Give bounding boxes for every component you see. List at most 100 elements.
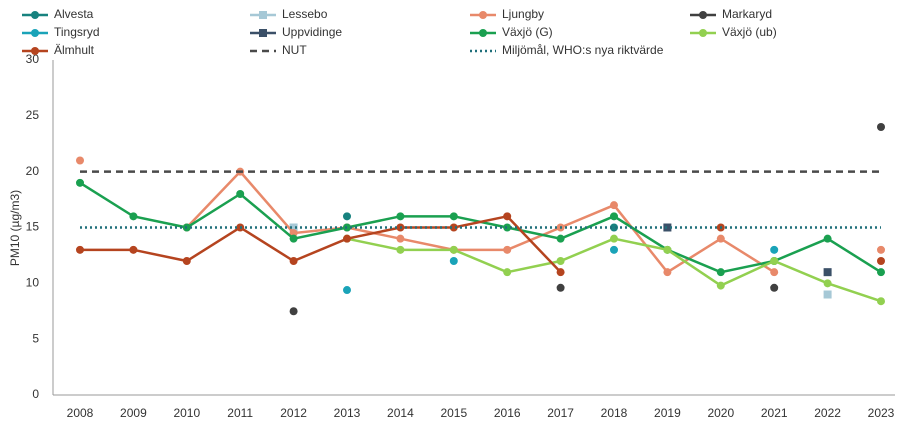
legend-marker (479, 11, 487, 19)
data-point (556, 234, 565, 243)
legend-marker (31, 47, 39, 55)
data-point (877, 297, 885, 306)
data-point (236, 190, 245, 198)
data-point (610, 201, 618, 210)
x-tick-label: 2012 (280, 406, 307, 420)
y-tick-label: 25 (26, 108, 40, 122)
data-point (610, 245, 618, 254)
data-point (182, 257, 191, 265)
data-point (449, 245, 458, 254)
data-point (823, 268, 832, 277)
data-point (449, 223, 458, 232)
data-point (823, 290, 832, 299)
data-point (396, 245, 405, 254)
data-point (503, 223, 512, 232)
data-point (770, 257, 779, 265)
x-tick-label: 2015 (440, 406, 467, 420)
data-point (129, 245, 138, 254)
y-axis-label: PM10 (µg/m3) (8, 190, 22, 266)
legend-label: Ljungby (502, 7, 544, 21)
data-point (716, 234, 725, 243)
legend-marker (31, 29, 39, 37)
data-point (76, 156, 84, 165)
legend-label: Växjö (G) (502, 25, 553, 39)
y-tick-label: 5 (32, 331, 39, 345)
legend-label: Miljömål, WHO:s nya riktvärde (502, 43, 664, 57)
data-point (289, 229, 298, 238)
data-point (610, 234, 618, 243)
data-point (610, 223, 618, 232)
legend-marker (699, 29, 707, 37)
legend-label: Älmhult (54, 43, 95, 57)
data-point (770, 245, 779, 254)
data-point (663, 245, 672, 254)
x-tick-label: 2020 (707, 406, 734, 420)
data-point (289, 223, 298, 232)
data-point (76, 178, 84, 187)
data-point (449, 257, 458, 265)
data-point (556, 283, 565, 292)
x-tick-label: 2011 (227, 406, 253, 420)
data-point (716, 281, 725, 290)
data-point (289, 257, 298, 265)
data-point (396, 212, 405, 221)
data-point (610, 212, 618, 221)
legend-label: Växjö (ub) (722, 25, 777, 39)
data-point (343, 234, 351, 243)
legend-label: Tingsryd (54, 25, 100, 39)
y-tick-label: 10 (26, 276, 40, 290)
data-point (716, 268, 725, 277)
x-tick-label: 2022 (814, 406, 841, 420)
x-tick-label: 2018 (601, 406, 628, 420)
y-tick-label: 20 (26, 164, 40, 178)
data-point (76, 245, 84, 254)
legend-marker (259, 11, 267, 19)
y-tick-label: 0 (32, 387, 39, 401)
data-point (770, 283, 779, 292)
x-tick-label: 2019 (654, 406, 681, 420)
data-point (877, 245, 885, 254)
x-tick-label: 2016 (494, 406, 521, 420)
data-point (129, 212, 138, 221)
x-tick-label: 2014 (387, 406, 414, 420)
x-tick-label: 2017 (547, 406, 574, 420)
legend-marker (479, 29, 487, 37)
legend-marker (31, 11, 39, 19)
x-tick-label: 2023 (868, 406, 895, 420)
legend-marker (699, 11, 707, 19)
y-tick-label: 30 (26, 52, 40, 66)
legend-marker (259, 29, 267, 37)
data-point (449, 212, 458, 221)
data-point (289, 307, 298, 316)
legend-label: Lessebo (282, 7, 328, 21)
data-point (823, 234, 832, 243)
data-point (503, 245, 512, 254)
data-point (396, 234, 405, 243)
data-point (343, 212, 351, 221)
x-tick-label: 2021 (761, 406, 788, 420)
data-point (663, 268, 672, 277)
x-tick-label: 2013 (334, 406, 361, 420)
legend-label: Uppvidinge (282, 25, 342, 39)
y-tick-label: 15 (26, 220, 40, 234)
data-point (343, 286, 351, 295)
series-line (79, 181, 882, 274)
data-point (289, 234, 298, 243)
data-point (556, 268, 565, 277)
x-tick-label: 2009 (120, 406, 147, 420)
data-point (877, 268, 885, 277)
series-line (187, 172, 881, 272)
data-point (503, 212, 512, 221)
x-tick-label: 2010 (173, 406, 200, 420)
legend-label: NUT (282, 43, 307, 57)
data-point (877, 257, 885, 265)
data-point (503, 268, 512, 277)
x-tick-label: 2008 (67, 406, 94, 420)
data-point (823, 279, 832, 288)
data-point (556, 257, 565, 265)
legend-label: Markaryd (722, 7, 772, 21)
data-point (877, 123, 885, 131)
legend-label: Alvesta (54, 7, 94, 21)
data-point (663, 223, 672, 232)
